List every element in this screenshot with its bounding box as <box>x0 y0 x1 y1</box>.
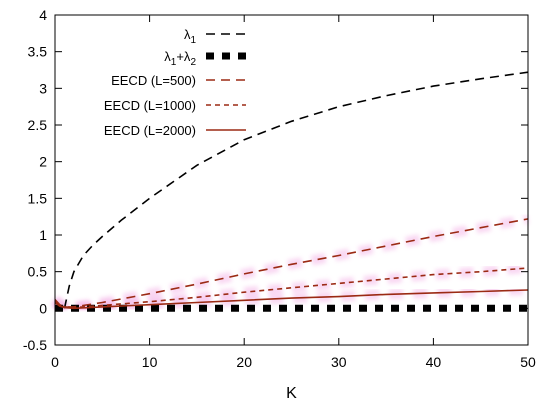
plot-frame <box>54 14 529 346</box>
legend-label-part: EECD (L=2000) <box>104 123 196 138</box>
legend-label-part: λ <box>184 27 191 42</box>
x-tick-label: 30 <box>331 354 347 370</box>
y-tick-label: 4 <box>39 7 47 23</box>
x-tick-label: 20 <box>236 354 252 370</box>
y-tick-label: 1 <box>39 227 47 243</box>
legend-label: EECD (L=1000) <box>104 98 196 113</box>
y-tick-label: 3.5 <box>28 44 48 60</box>
y-tick-label: 2 <box>39 154 47 170</box>
series-line-3 <box>54 218 529 308</box>
x-axis-label: K <box>286 385 297 402</box>
legend-label: λ1 <box>184 27 197 46</box>
legend-label-part: 1 <box>190 35 196 46</box>
legend-label-part: EECD (L=1000) <box>104 98 196 113</box>
series-line-5 <box>54 289 529 310</box>
x-tick-label: 40 <box>426 354 442 370</box>
legend-label-part: λ <box>164 49 171 64</box>
legend-label-part: 2 <box>190 57 196 68</box>
legend-label: EECD (L=500) <box>111 73 196 88</box>
y-tick-label: 0 <box>39 300 47 316</box>
legend-label: λ1+λ2 <box>164 49 196 68</box>
series-line-1 <box>63 71 529 309</box>
x-tick-label: 10 <box>142 354 158 370</box>
y-tick-label: 0.5 <box>28 264 48 280</box>
y-tick-label: 1.5 <box>28 190 48 206</box>
x-tick-label: 50 <box>520 354 536 370</box>
legend-label-part: 1 <box>171 57 177 68</box>
legend-label: EECD (L=2000) <box>104 123 196 138</box>
y-tick-label: 3 <box>39 80 47 96</box>
series-layer <box>54 71 529 312</box>
legend-label-part: EECD (L=500) <box>111 73 196 88</box>
legend-label-part: +λ <box>176 49 191 64</box>
y-tick-label: -0.5 <box>23 337 47 353</box>
x-tick-label: 0 <box>51 354 59 370</box>
y-tick-label: 2.5 <box>28 117 48 133</box>
ticks-layer: 0 10 20 30 40 50-0.500.511.522.533.54 <box>23 7 536 370</box>
